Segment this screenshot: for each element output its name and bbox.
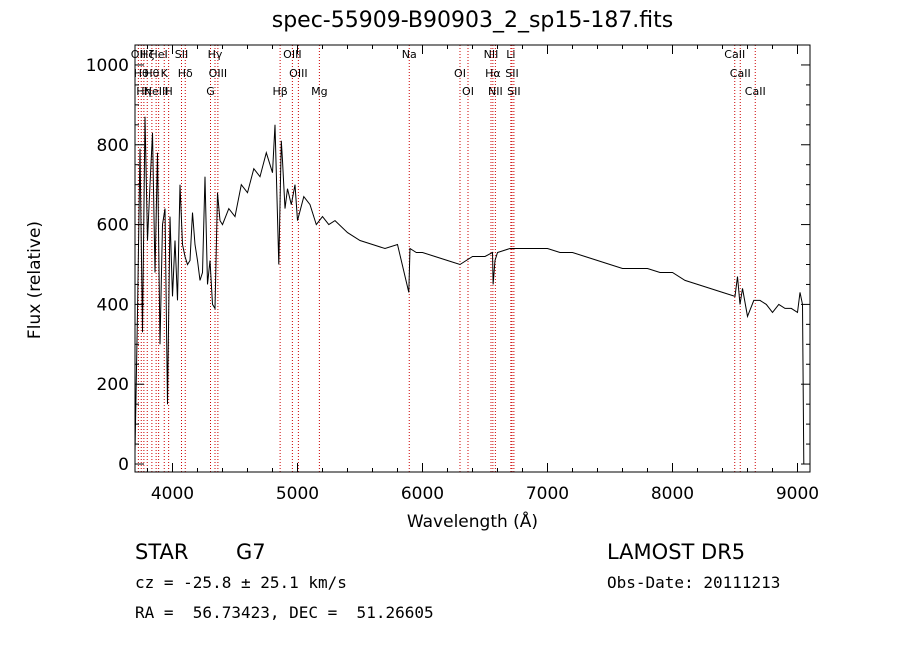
line-label: Hα: [485, 67, 501, 80]
y-tick-label: 200: [97, 375, 129, 395]
line-labels: OIIHθHηHζHθNeIIIHeIKHSIIHδGHγOIIIHβOIIIO…: [131, 48, 766, 98]
y-tick-label: 1000: [86, 56, 129, 76]
line-markers: [137, 45, 756, 472]
axis-ticks: 4000 5000 6000 7000 8000 9000 0 200 400 600 800 100…: [86, 45, 819, 504]
observation-date: Obs-Date: 20111213: [607, 573, 781, 592]
x-tick-label: 6000: [401, 484, 444, 504]
x-tick-label: 5000: [276, 484, 319, 504]
y-tick-label: 400: [97, 295, 129, 315]
object-type: STAR: [135, 540, 189, 564]
line-label: OIII: [283, 48, 301, 61]
line-label: Li: [506, 48, 515, 61]
line-label: SII: [507, 85, 520, 98]
x-axis-label: Wavelength (Å): [406, 512, 539, 532]
line-label: Na: [402, 48, 417, 61]
line-label: CaII: [730, 67, 751, 80]
line-label: OIII: [209, 67, 227, 80]
line-label: SII: [175, 48, 188, 61]
line-label: OIII: [289, 67, 307, 80]
line-label: H: [164, 85, 172, 98]
line-label: Hθ: [144, 67, 159, 80]
chart-title: spec-55909-B90903_2_sp15-187.fits: [271, 8, 674, 33]
line-label: G: [206, 85, 215, 98]
line-label: HeI: [149, 48, 167, 61]
redshift-velocity: cz = -25.8 ± 25.1 km/s: [135, 573, 347, 592]
x-tick-label: 8000: [651, 484, 694, 504]
line-label: Hγ: [208, 48, 223, 61]
ra-dec-coordinates: RA = 56.73423, DEC = 51.26605: [135, 603, 434, 622]
line-label: NII: [484, 48, 499, 61]
line-label: NeIII: [144, 85, 169, 98]
line-label: Hδ: [178, 67, 193, 80]
line-label: SII: [505, 67, 518, 80]
line-label: Mg: [311, 85, 327, 98]
line-label: Hθ: [134, 67, 149, 80]
survey-name: LAMOST DR5: [607, 540, 746, 564]
line-label: K: [161, 67, 169, 80]
spectrum-line: [134, 116, 805, 465]
y-axis-label: Flux (relative): [25, 220, 45, 340]
x-tick-label: 4000: [151, 484, 194, 504]
subclass: G7: [236, 540, 266, 564]
line-label: OI: [454, 67, 466, 80]
x-tick-label: 7000: [526, 484, 569, 504]
line-label: Hβ: [272, 85, 287, 98]
y-tick-label: 0: [118, 455, 129, 475]
plot-frame: [134, 44, 811, 473]
line-label: CaII: [724, 48, 745, 61]
line-label: CaII: [745, 85, 766, 98]
line-label: Hη: [136, 85, 151, 98]
line-label: Hζ: [140, 48, 154, 61]
x-tick-label: 9000: [776, 484, 819, 504]
line-label: OI: [462, 85, 474, 98]
y-tick-label: 600: [97, 216, 129, 236]
line-label: NII: [488, 85, 503, 98]
y-tick-label: 800: [97, 136, 129, 156]
